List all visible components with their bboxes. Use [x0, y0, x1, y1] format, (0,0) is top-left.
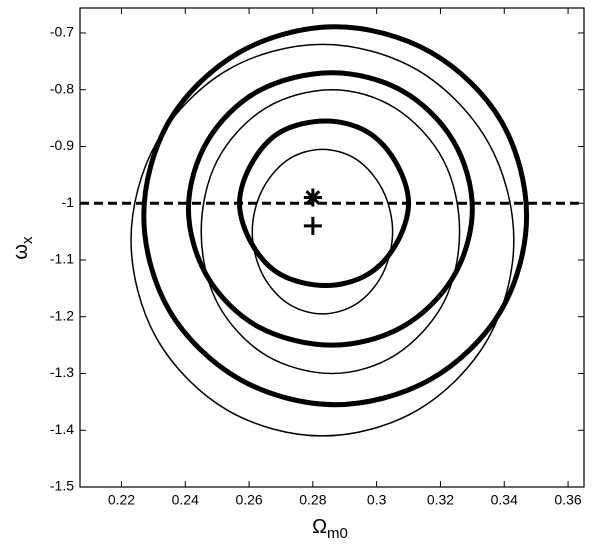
x-tick-label: 0.26: [235, 492, 262, 508]
plot-frame: [79, 7, 585, 488]
y-tick-label: -1.1: [50, 251, 74, 267]
marker-star: [303, 188, 322, 207]
x-tick-label: 0.22: [108, 492, 135, 508]
contour: [185, 70, 475, 348]
y-tick-label: -1.2: [50, 307, 74, 323]
y-tick-label: -0.9: [50, 137, 74, 153]
contour: [200, 88, 461, 375]
x-tick-label: 0.28: [299, 492, 326, 508]
x-axis-label: Ωm0: [312, 516, 348, 542]
x-tick-label: 0.32: [427, 492, 454, 508]
x-tick-label: 0.3: [367, 492, 387, 508]
y-tick-label: -0.7: [50, 24, 74, 40]
y-tick-label: -1.3: [50, 364, 74, 380]
y-tick-label: -0.8: [50, 80, 74, 96]
x-label-sub: m0: [327, 525, 348, 542]
y-tick-label: -1.5: [50, 478, 74, 494]
y-tick-label: -1.4: [50, 421, 74, 437]
x-label-main: Ω: [312, 516, 327, 538]
contour: [251, 148, 394, 315]
y-label-main: ω: [10, 244, 32, 260]
x-tick-label: 0.34: [491, 492, 518, 508]
y-axis-label: ωx: [10, 236, 36, 260]
x-tick-label: 0.24: [172, 492, 199, 508]
x-tick-label: 0.36: [554, 492, 581, 508]
y-tick-label: -1: [62, 194, 75, 210]
contour: [130, 43, 515, 437]
y-label-sub: x: [19, 236, 36, 244]
contour: [141, 24, 530, 408]
marker-plus: [303, 216, 322, 235]
